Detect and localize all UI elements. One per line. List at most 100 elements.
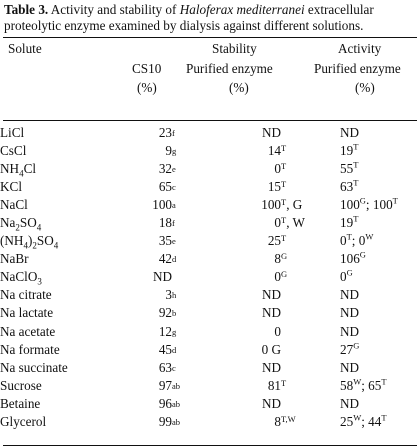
- cell-stability-note: [281, 323, 340, 341]
- cell-solute: NH4Cl: [0, 161, 37, 179]
- cell-stability-note: [281, 395, 340, 413]
- caption-text-after: extracellular proteolytic enzyme examine…: [4, 2, 374, 33]
- cell-solute: Na acetate: [0, 323, 56, 339]
- cell-solute: CsCl: [0, 143, 27, 159]
- stability-sup: G: [281, 269, 288, 280]
- cell-cs10-note: e: [172, 236, 176, 247]
- table-row: NaCl 100 a 100 T, G 100G; 100T: [0, 196, 420, 214]
- cell-cs10-note: h: [172, 290, 177, 301]
- cell-stability: 100: [261, 197, 281, 213]
- cell-cs10: 9: [165, 143, 172, 159]
- stability-sup: T: [281, 233, 287, 244]
- cell-cs10: 23: [158, 125, 172, 141]
- cell-solute: NaBr: [0, 251, 29, 267]
- cell-stability-note: T: [281, 142, 340, 160]
- cell-cs10: 97: [158, 377, 172, 393]
- stability-extra: , W: [286, 215, 306, 231]
- cell-solute: NaCl: [0, 197, 28, 213]
- header-purified-activity: Purified enzyme: [314, 61, 401, 76]
- cell-solute: Na lactate: [0, 305, 54, 321]
- cell-cs10-note: ab: [172, 398, 181, 409]
- cell-stability-note: T: [281, 232, 340, 250]
- table-row: LiCl 23 f ND ND: [0, 124, 420, 142]
- cell-activity: 55T: [340, 159, 359, 177]
- cell-stability-note: T,W: [281, 413, 340, 431]
- table-row: Glycerol 99 ab 8 T,W 25W; 44T: [0, 413, 420, 431]
- stability-sup: T: [281, 377, 287, 388]
- cell-cs10: 12: [158, 323, 172, 339]
- table-body: LiCl 23 f ND ND CsCl 9 g 14 T 19T NH4Cl 32 e 0 T 55T KCl 6…: [0, 124, 420, 431]
- stability-sup: T: [281, 215, 287, 226]
- table-row: NaBr 42 d 8 G 106G: [0, 250, 420, 268]
- cell-cs10: 96: [158, 395, 172, 411]
- cell-cs10: 32: [158, 161, 172, 177]
- caption-text-before: Activity and stability of: [48, 2, 180, 17]
- cell-cs10-note: g: [172, 146, 177, 157]
- cell-activity: 0G: [340, 268, 353, 285]
- cell-cs10-note: g: [172, 326, 177, 337]
- cell-cs10-note: f: [172, 128, 175, 139]
- cell-stability: ND: [261, 305, 281, 321]
- cell-activity: ND: [340, 125, 360, 141]
- table-row: Na formate 45 d 0 G 27G: [0, 341, 420, 359]
- header-activity: Activity: [338, 41, 382, 56]
- cell-cs10: 92: [158, 305, 172, 321]
- cell-activity: ND: [340, 323, 360, 339]
- table-row: Sucrose 97 ab 81 T 58W; 65T: [0, 377, 420, 395]
- table-row: Na succinate 63 c ND ND: [0, 359, 420, 377]
- stability-sup: T: [281, 197, 287, 208]
- cell-stability: ND: [261, 287, 281, 303]
- cell-activity: ND: [340, 395, 360, 411]
- cell-stability-note: [281, 124, 340, 142]
- cell-activity: ND: [340, 287, 360, 303]
- cell-stability-note: T: [281, 160, 340, 178]
- stability-sup: T: [281, 143, 287, 154]
- caption-label: Table 3.: [4, 2, 49, 17]
- cell-cs10: ND: [152, 269, 172, 285]
- table-row: Na acetate 12 g 0 ND: [0, 323, 420, 341]
- cell-cs10-note: b: [172, 308, 177, 319]
- table-row: NaClO3 ND 0 G 0G: [0, 268, 420, 287]
- cell-cs10: 65: [158, 179, 172, 195]
- bottom-rule: [3, 445, 417, 446]
- cell-cs10-note: f: [172, 218, 175, 229]
- cell-stability: 8: [274, 413, 281, 429]
- cell-cs10-note: e: [172, 164, 176, 175]
- cell-activity: 63T: [340, 177, 359, 195]
- table-row: Na lactate 92 b ND ND: [0, 304, 420, 322]
- table-row: Betaine 96 ab ND ND: [0, 395, 420, 413]
- cell-cs10: 3: [165, 287, 172, 303]
- table-row: (NH4)2SO4 35 e 25 T 0T; 0W: [0, 232, 420, 251]
- header-solute: Solute: [8, 41, 42, 56]
- table-row: Na2SO4 18 f 0 T, W 19T: [0, 214, 420, 233]
- cell-stability-note: T: [281, 377, 340, 395]
- cell-stability: 0: [274, 323, 281, 339]
- table-caption: Table 3. Activity and stability of Halof…: [4, 2, 416, 34]
- cell-solute: LiCl: [0, 125, 25, 141]
- cell-stability: 0 G: [261, 341, 281, 357]
- cell-solute: Betaine: [0, 395, 41, 411]
- cell-stability-note: T, G: [281, 196, 340, 214]
- cell-solute: (NH4)2SO4: [0, 233, 59, 251]
- cell-solute: Na citrate: [0, 287, 52, 303]
- table-row: KCl 65 c 15 T 63T: [0, 178, 420, 196]
- stability-extra: , G: [286, 197, 303, 213]
- cell-cs10-note: ab: [172, 416, 181, 427]
- cell-solute: Na2SO4: [0, 215, 42, 233]
- cell-solute: Na succinate: [0, 359, 68, 375]
- cell-stability: 0: [274, 161, 281, 177]
- cell-cs10-note: a: [172, 200, 176, 211]
- cell-solute: Glycerol: [0, 413, 47, 429]
- cell-stability: ND: [261, 125, 281, 141]
- stability-sup: G: [281, 251, 288, 262]
- header-stability: Stability: [212, 41, 257, 56]
- cell-cs10-note: c: [172, 362, 176, 373]
- header-unit-cs10: (%): [137, 80, 157, 95]
- stability-sup: T: [281, 161, 287, 172]
- stability-sup: T,W: [281, 413, 296, 424]
- cell-stability-note: [281, 304, 340, 322]
- cell-stability-note: [281, 341, 340, 359]
- cell-stability-note: [281, 359, 340, 377]
- header-unit-activity: (%): [355, 80, 375, 95]
- table-row: CsCl 9 g 14 T 19T: [0, 142, 420, 160]
